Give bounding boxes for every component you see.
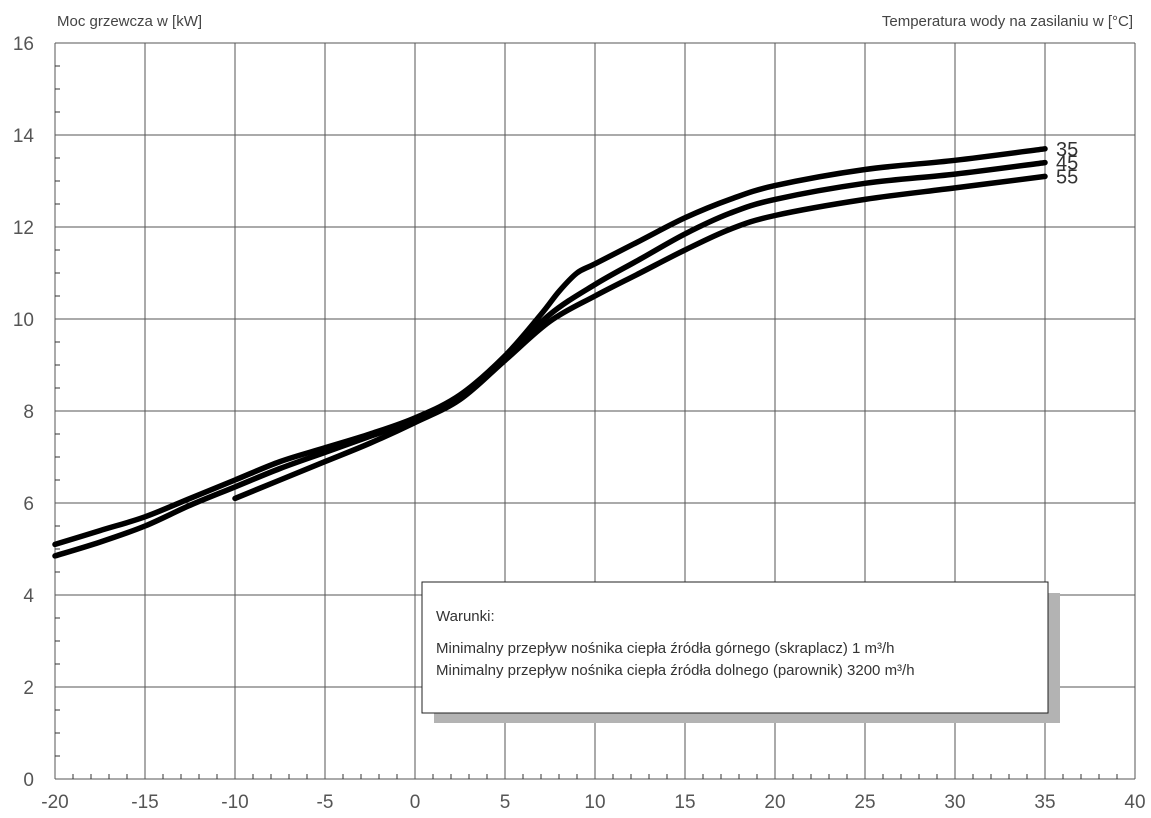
series-line-35: [52, 146, 1048, 548]
x-tick-label: -10: [221, 792, 248, 813]
y-tick-label: 12: [13, 218, 34, 239]
y-tick-label: 4: [23, 586, 34, 607]
x-tick-label: 5: [500, 792, 511, 813]
x-tick-label: 30: [944, 792, 965, 813]
series-label-45: 45: [1056, 153, 1078, 175]
x-axis-ticks: -20 -15 -10 -5 0 5 10 15 20 25 30 35 40: [41, 792, 1145, 813]
series-line-55: [232, 173, 1048, 502]
minor-ticks: [55, 65, 1118, 779]
x-tick-label: 40: [1124, 792, 1145, 813]
conditions-note: Warunki: Minimalny przepływ nośnika ciep…: [421, 581, 1060, 723]
note-box: [421, 581, 1049, 714]
x-tick-label: -15: [131, 792, 158, 813]
x-tick-label: 10: [584, 792, 605, 813]
x-tick-label: 20: [764, 792, 785, 813]
legend-title: Temperatura wody na zasilaniu w [°C]: [882, 13, 1133, 30]
y-tick-label: 6: [23, 494, 34, 515]
series-label-35: 35: [1056, 139, 1078, 161]
series-label-55: 55: [1056, 166, 1078, 188]
y-tick-label: 10: [13, 310, 34, 331]
y-tick-label: 0: [23, 770, 34, 791]
series-lines: [52, 146, 1048, 559]
note-title: Warunki:: [436, 608, 495, 625]
y-tick-label: 8: [23, 402, 34, 423]
y-tick-label: 16: [13, 34, 34, 55]
y-axis-ticks: 0 2 4 6 8 10 12 14 16: [13, 34, 35, 791]
x-tick-label: 0: [410, 792, 421, 813]
grid: [54, 42, 1136, 780]
note-line-2: Minimalny przepływ nośnika ciepła źródła…: [436, 662, 915, 679]
y-tick-label: 14: [13, 126, 35, 147]
y-tick-label: 2: [23, 678, 34, 699]
y-axis-title: Moc grzewcza w [kW]: [57, 13, 202, 30]
x-tick-label: 35: [1034, 792, 1055, 813]
x-tick-label: 25: [854, 792, 875, 813]
series-line-45: [52, 159, 1048, 559]
x-tick-label: 15: [674, 792, 695, 813]
x-tick-label: -5: [317, 792, 334, 813]
x-tick-label: -20: [41, 792, 68, 813]
note-line-1: Minimalny przepływ nośnika ciepła źródła…: [436, 640, 895, 657]
